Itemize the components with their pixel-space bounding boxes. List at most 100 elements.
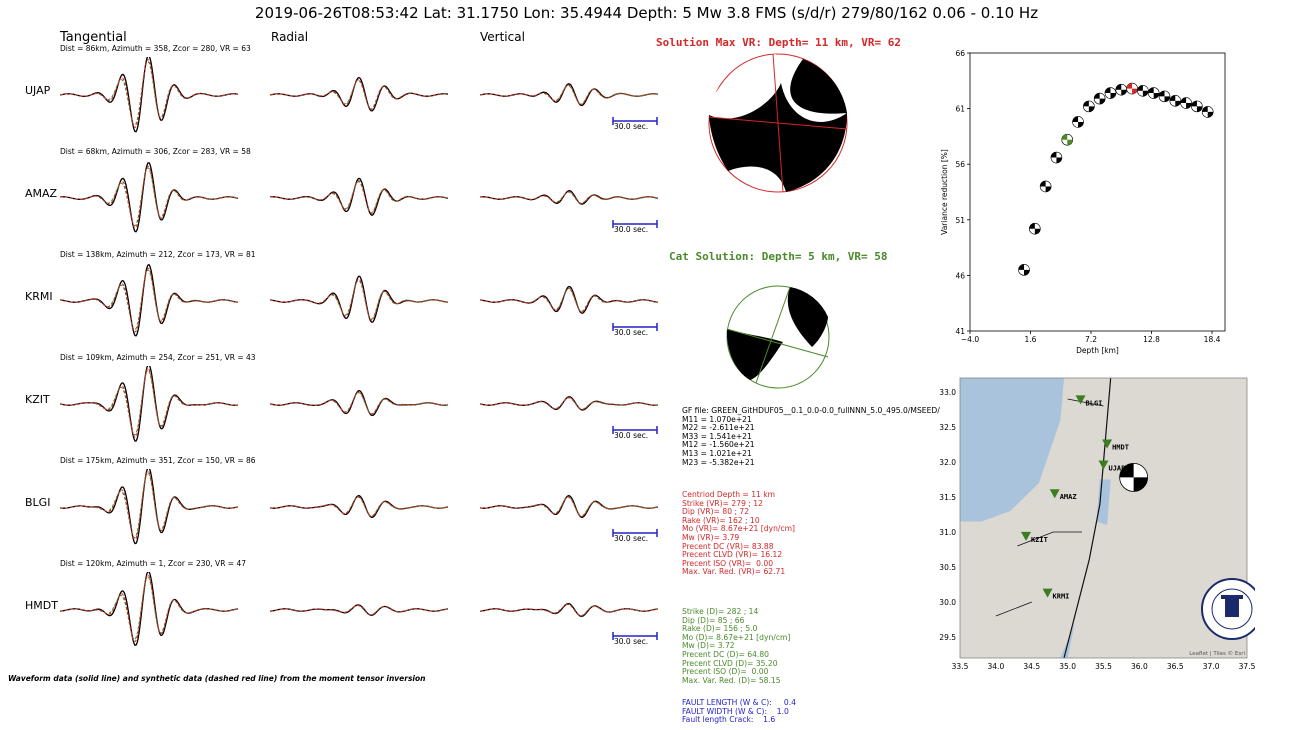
gf-line: M11 = 1.070e+21 — [682, 414, 752, 424]
synthetic-trace-vr — [270, 278, 448, 321]
x-axis-label: Depth [km] — [1076, 346, 1119, 355]
station-info-ujap: Dist = 86km, Azimuth = 358, Zcor = 280, … — [60, 44, 251, 53]
y-tick-label: 41 — [955, 327, 965, 336]
synthetic-trace-vr — [270, 496, 448, 518]
waveform-amaz-2 — [480, 190, 658, 228]
x-tick-label: 12.8 — [1143, 335, 1160, 344]
scale-bar-label: 30.0 sec. — [614, 534, 649, 543]
synthetic-trace-cat — [60, 167, 238, 227]
station-name-hmdt: HMDT — [25, 599, 58, 612]
station-info-krmi: Dist = 138km, Azimuth = 212, Zcor = 173,… — [60, 250, 256, 259]
y-tick-label: 51 — [955, 216, 965, 225]
station-label: KRMI — [1053, 593, 1070, 601]
vr-line: Centriod Depth = 11 km — [682, 490, 776, 499]
depth-point — [1147, 87, 1160, 99]
station-name-krmi: KRMI — [25, 290, 53, 303]
synthetic-trace-vr — [270, 391, 448, 415]
y-tick-label: 46 — [955, 271, 965, 280]
map-x-tick-label: 33.5 — [952, 662, 969, 671]
data-trace — [480, 190, 658, 205]
y-tick-label: 61 — [955, 105, 965, 114]
fault-line: FAULT WIDTH (W & C): 1.0 — [682, 706, 789, 716]
station-map: 33.5 34.0 34.5 35.0 35.5 36.0 36.5 37.0 37.5 33.0… — [939, 377, 1255, 671]
station-name-kzit: KZIT — [25, 393, 50, 406]
cat-line: Precent DC (D)= 64.80 — [682, 649, 769, 659]
waveform-kzit-0 — [60, 366, 238, 442]
waveform-ujap-0 — [60, 57, 238, 133]
gsi-logo — [1201, 578, 1255, 640]
synthetic-trace-vr — [480, 191, 658, 205]
gf-line: M12 = -1.560e+21 — [682, 440, 755, 450]
station-label: KZIT — [1031, 536, 1048, 544]
synthetic-trace-vr — [480, 396, 658, 410]
synthetic-trace-vr — [60, 470, 238, 541]
depth-point — [1093, 92, 1106, 105]
map-x-tick-label: 37.0 — [1203, 662, 1220, 671]
gf-info-block: GF file: GREEN_GitHDUF05__0.1_0.0-0.0_fu… — [682, 406, 940, 467]
fault-line: Fault length Crack: 1.6 — [682, 715, 776, 725]
map-attribution: Leaflet | Tiles © Esri — [1189, 650, 1245, 657]
depth-point — [1126, 82, 1138, 95]
minor-faults — [995, 398, 1104, 617]
waveform-amaz-0 — [60, 161, 238, 233]
station-marker — [1102, 439, 1113, 449]
vr-line: Precent CLVD (VR)= 16.12 — [682, 550, 783, 560]
station-marker — [1042, 588, 1053, 598]
synthetic-trace-vr — [480, 84, 658, 106]
waveform-ujap-1 — [270, 76, 448, 112]
vr-line: Max. Var. Red. (VR)= 62.71 — [682, 567, 786, 577]
max-solution-title: Solution Max VR: Depth= 11 km, VR= 62 — [656, 36, 902, 49]
depth-point — [1061, 133, 1074, 146]
data-trace — [480, 603, 658, 617]
station-label: BLGI — [1086, 399, 1103, 407]
vr-line: Mo (VR)= 8.67e+21 [dyn/cm] — [682, 524, 795, 534]
gf-line: M23 = -5.382e+21 — [682, 457, 755, 467]
depth-point — [1137, 85, 1149, 97]
station-label: AMAZ — [1060, 493, 1077, 501]
depth-point — [1201, 106, 1214, 118]
vr-line: Dip (VR)= 80 ; 72 — [682, 507, 750, 517]
map-x-tick-label: 34.0 — [988, 662, 1005, 671]
scale-bar-label: 30.0 sec. — [614, 431, 649, 440]
depth-point — [1180, 97, 1192, 109]
event-beachball — [1119, 463, 1149, 492]
scale-bar — [612, 117, 658, 125]
map-y-tick-label: 30.5 — [939, 563, 956, 572]
synthetic-trace-vr — [60, 267, 238, 333]
synthetic-trace-cat — [60, 60, 238, 126]
data-trace — [270, 177, 448, 216]
data-trace — [270, 275, 448, 324]
station-label: UJAP — [1109, 465, 1126, 473]
column-title-vertical: Vertical — [480, 30, 525, 44]
dead-sea-fault — [1063, 377, 1112, 659]
synthetic-trace-vr — [270, 604, 448, 616]
mediterranean-sea — [960, 378, 1065, 522]
station-name-ujap: UJAP — [25, 84, 51, 97]
y-axis-label: Variance reduction [%] — [940, 149, 949, 235]
gf-line: M22 = -2.611e+21 — [682, 423, 755, 433]
waveform-hmdt-2 — [480, 603, 658, 640]
scale-bar-label: 30.0 sec. — [614, 122, 649, 131]
waveform-ujap-2 — [480, 83, 658, 125]
depth-point — [1191, 100, 1203, 113]
map-y-tick-label: 32.0 — [939, 458, 956, 467]
scale-bar — [612, 323, 658, 331]
station-name-blgi: BLGI — [25, 496, 51, 509]
depth-point — [1115, 83, 1128, 96]
scale-bar-label: 30.0 sec. — [614, 225, 649, 234]
waveform-kzit-2 — [480, 396, 658, 434]
x-tick-label: −4.0 — [961, 335, 979, 344]
waveform-amaz-1 — [270, 177, 448, 216]
data-trace — [480, 83, 658, 107]
depth-vr-chart: −4.0 1.6 7.2 12.8 18.4 41 46 51 56 61 66 Depth [km]… — [940, 49, 1226, 355]
column-title-radial: Radial — [271, 30, 309, 44]
cat-line: Mo (D)= 8.67e+21 [dyn/cm] — [682, 632, 791, 642]
waveform-hmdt-1 — [270, 604, 448, 616]
vr-line: Precent ISO (VR)= 0.00 — [682, 558, 774, 568]
station-name-amaz: AMAZ — [25, 187, 58, 200]
synthetic-trace-cat — [270, 79, 448, 110]
vr-line: Precent DC (VR)= 83.88 — [682, 541, 774, 551]
depth-point — [1158, 90, 1171, 103]
footnote: Waveform data (solid line) and synthetic… — [8, 674, 426, 683]
station-label: HMDT — [1112, 444, 1129, 452]
